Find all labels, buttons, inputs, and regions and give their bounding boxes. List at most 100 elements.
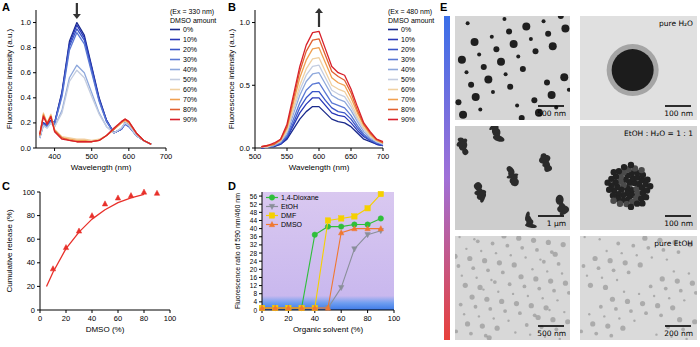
aggregate xyxy=(621,164,627,170)
network xyxy=(597,266,601,270)
x-tick-label: 40 xyxy=(88,314,96,323)
data-point xyxy=(378,226,383,231)
data-point xyxy=(312,306,317,311)
scale-bar xyxy=(538,325,564,327)
particle xyxy=(544,80,550,86)
x-axis-title: Organic solvent (%) xyxy=(293,325,364,334)
y-tick xyxy=(259,244,262,245)
aggregate xyxy=(647,183,653,189)
y-tick-label: 60 xyxy=(27,235,35,244)
network xyxy=(503,309,507,313)
scale-bar-label: 500 nm xyxy=(537,109,566,118)
x-tick xyxy=(54,148,55,151)
network xyxy=(542,260,546,264)
data-point xyxy=(378,191,383,196)
network xyxy=(662,248,666,252)
network xyxy=(495,252,497,254)
series-line xyxy=(40,70,151,144)
tem-image xyxy=(455,16,570,120)
network xyxy=(488,307,492,311)
x-axis xyxy=(36,148,166,149)
legend-label: DMF xyxy=(281,212,296,219)
legend-swatch xyxy=(170,119,180,121)
network xyxy=(601,277,603,279)
y-tick xyxy=(259,277,262,278)
network xyxy=(461,274,463,276)
y-tick-label: 28 xyxy=(250,250,258,257)
legend-label: 30% xyxy=(401,56,415,63)
y-tick xyxy=(259,236,262,237)
x-axis-title: Wavelength (nm) xyxy=(71,163,132,172)
particle xyxy=(459,111,467,119)
network xyxy=(642,236,647,241)
data-point xyxy=(339,216,344,221)
x-tick xyxy=(170,310,171,313)
network xyxy=(598,238,600,240)
series-line xyxy=(40,65,151,144)
y-tick xyxy=(259,301,262,302)
series-line xyxy=(47,194,145,286)
legend-swatch xyxy=(170,49,180,51)
network xyxy=(616,242,620,246)
network xyxy=(625,299,630,304)
aggregate xyxy=(492,134,505,143)
y-tick xyxy=(259,269,262,270)
x-tick-label: 60 xyxy=(337,314,345,323)
network xyxy=(563,311,565,313)
x-tick-label: 0 xyxy=(38,314,42,323)
y-tick xyxy=(259,285,262,286)
panel-label: C xyxy=(2,180,10,192)
network xyxy=(455,330,458,334)
series-line xyxy=(261,73,383,147)
data-point xyxy=(352,214,357,219)
network xyxy=(480,250,482,252)
aggregate xyxy=(479,194,486,203)
y-tick xyxy=(252,85,255,86)
network xyxy=(627,271,631,275)
tem-image xyxy=(455,126,570,230)
network xyxy=(683,299,685,301)
panel-label: D xyxy=(228,180,236,192)
legend-swatch xyxy=(170,99,180,101)
network xyxy=(588,283,593,288)
network xyxy=(659,313,663,317)
network xyxy=(623,291,625,293)
y-tick-label: 4 xyxy=(253,298,257,305)
x-tick xyxy=(91,148,92,151)
legend-title: DMSO amount xyxy=(388,17,434,24)
y-axis-title: Fluorescence ratio of 590 nm/460 nm xyxy=(234,193,241,309)
legend-label: 70% xyxy=(401,96,415,103)
network xyxy=(609,334,613,338)
legend-marker xyxy=(269,213,274,218)
y-tick xyxy=(259,253,262,254)
y-tick-label: 1.0 xyxy=(21,18,31,27)
network xyxy=(599,305,603,309)
x-tick xyxy=(128,148,129,151)
panel-label: E xyxy=(440,1,447,13)
network xyxy=(655,333,657,335)
y-tick-label: 36 xyxy=(250,233,258,240)
legend-marker xyxy=(269,222,274,227)
network xyxy=(612,268,616,272)
network xyxy=(608,258,613,263)
particle xyxy=(519,115,525,120)
network xyxy=(523,284,527,288)
legend-swatch xyxy=(170,109,180,111)
legend-swatch xyxy=(388,29,398,31)
network xyxy=(516,236,521,241)
data-point xyxy=(102,201,107,206)
legend-label: 40% xyxy=(401,66,415,73)
network xyxy=(644,311,648,315)
data-point xyxy=(299,305,304,310)
data-point xyxy=(299,306,304,311)
y-tick xyxy=(252,22,255,23)
tem-background xyxy=(580,126,697,230)
series-line xyxy=(40,23,151,145)
network xyxy=(610,297,615,302)
legend-swatch xyxy=(388,39,398,41)
y-tick-label: 0.2 xyxy=(21,118,31,127)
data-point xyxy=(365,226,370,231)
particle-halo xyxy=(607,44,659,96)
particle xyxy=(455,99,461,105)
series-line xyxy=(40,114,151,144)
